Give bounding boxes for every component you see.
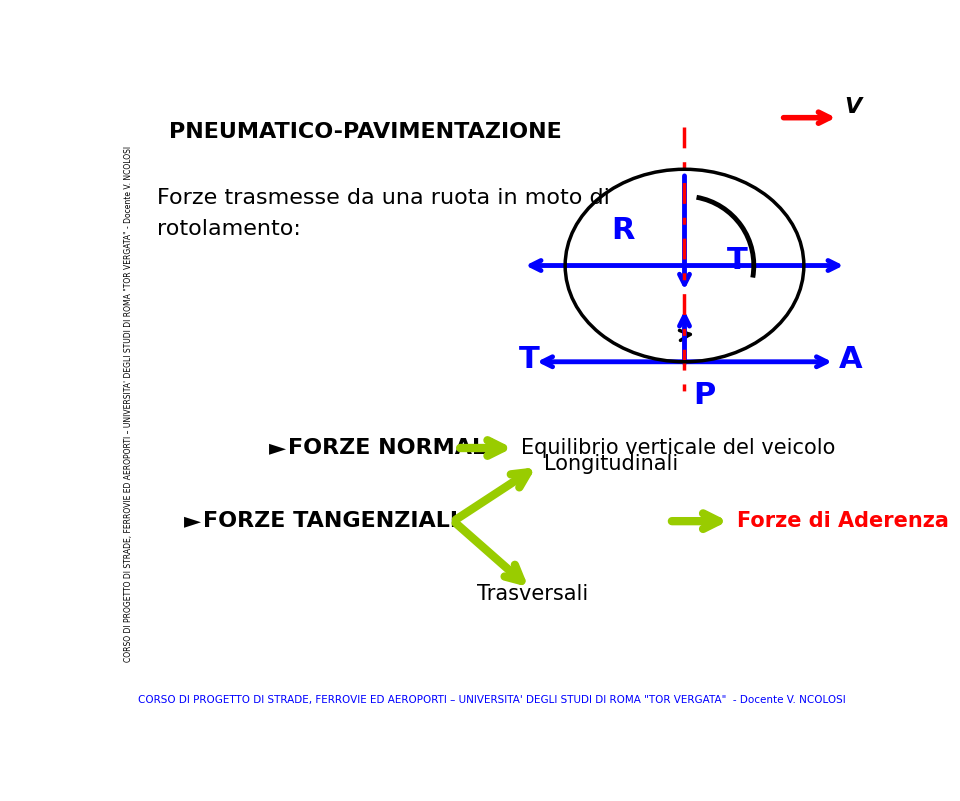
Text: P: P — [694, 381, 716, 410]
Text: ►: ► — [184, 511, 202, 531]
Text: Trasversali: Trasversali — [476, 585, 588, 605]
Text: ►: ► — [269, 438, 286, 458]
Text: Longitudinali: Longitudinali — [544, 453, 679, 473]
Text: Forze trasmesse da una ruota in moto di: Forze trasmesse da una ruota in moto di — [157, 188, 610, 208]
Text: CORSO DI PROGETTO DI STRADE, FERROVIE ED AEROPORTI – UNIVERSITA' DEGLI STUDI DI : CORSO DI PROGETTO DI STRADE, FERROVIE ED… — [124, 146, 133, 662]
Text: T: T — [519, 345, 540, 374]
Text: Forze di Aderenza: Forze di Aderenza — [737, 511, 948, 531]
Text: T: T — [727, 247, 748, 276]
Text: Equilibrio verticale del veicolo: Equilibrio verticale del veicolo — [521, 438, 835, 458]
Text: rotolamento:: rotolamento: — [157, 219, 300, 239]
Text: FORZE NORMALI: FORZE NORMALI — [288, 438, 494, 458]
Text: V: V — [845, 97, 862, 117]
Text: A: A — [838, 345, 862, 374]
Text: R: R — [612, 215, 635, 244]
Text: CORSO DI PROGETTO DI STRADE, FERROVIE ED AEROPORTI – UNIVERSITA' DEGLI STUDI DI : CORSO DI PROGETTO DI STRADE, FERROVIE ED… — [138, 694, 846, 705]
Text: FORZE TANGENZIALI: FORZE TANGENZIALI — [204, 511, 458, 531]
Text: PNEUMATICO-PAVIMENTAZIONE: PNEUMATICO-PAVIMENTAZIONE — [169, 123, 562, 143]
